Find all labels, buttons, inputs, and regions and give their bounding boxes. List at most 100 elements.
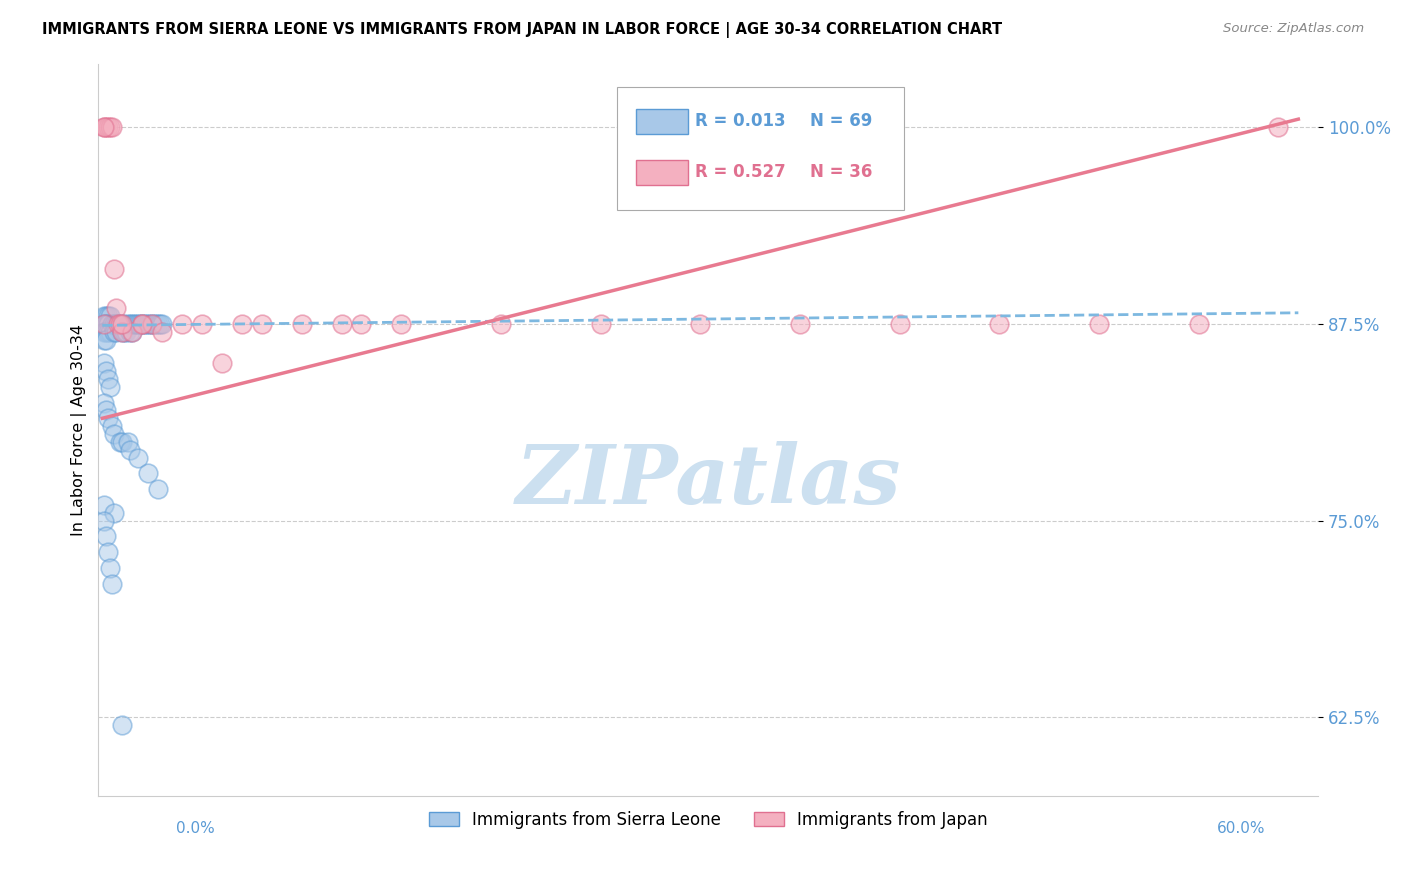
Point (93, 309, 115, 323)
Point (231, 317, 253, 331)
Text: ZIPatlas: ZIPatlas (516, 442, 901, 521)
Point (93, 325, 115, 339)
Point (98, 380, 121, 394)
Point (98, 325, 121, 339)
Point (120, 442, 142, 457)
Point (103, 427, 125, 442)
Point (122, 317, 145, 331)
Point (117, 434, 139, 449)
Point (93, 317, 115, 331)
Point (98, 309, 121, 323)
Point (191, 317, 214, 331)
Point (105, 301, 128, 315)
Point (111, 317, 134, 331)
Point (146, 482, 169, 496)
Point (291, 317, 314, 331)
Point (350, 317, 373, 331)
Point (120, 317, 142, 331)
Point (97, 545, 120, 559)
Point (93, 498, 115, 512)
Point (101, 576, 124, 591)
Point (96, 364, 118, 378)
Point (93, 514, 115, 528)
Point (110, 317, 132, 331)
Point (97, 411, 120, 425)
Point (97, 120, 120, 134)
Point (125, 317, 148, 331)
Point (96, 120, 118, 134)
Point (103, 317, 125, 331)
Point (131, 317, 153, 331)
Point (129, 317, 152, 331)
Point (115, 325, 138, 339)
Point (112, 325, 135, 339)
Point (93, 317, 115, 331)
Point (111, 325, 134, 339)
Point (589, 317, 612, 331)
Point (330, 317, 353, 331)
Point (105, 317, 128, 331)
Point (110, 434, 132, 449)
Point (93, 356, 115, 370)
Point (107, 317, 129, 331)
Point (96, 309, 118, 323)
Y-axis label: In Labor Force | Age 30-34: In Labor Force | Age 30-34 (72, 324, 87, 536)
Point (98, 561, 121, 575)
Point (117, 317, 139, 331)
Text: N = 69: N = 69 (810, 112, 872, 130)
Legend: Immigrants from Sierra Leone, Immigrants from Japan: Immigrants from Sierra Leone, Immigrants… (422, 804, 994, 835)
Point (150, 317, 173, 331)
Point (121, 325, 143, 339)
Point (97, 372, 120, 386)
Point (211, 356, 233, 370)
Point (93, 333, 115, 347)
Point (134, 317, 156, 331)
Point (110, 317, 132, 331)
Point (139, 317, 162, 331)
Point (141, 317, 163, 331)
FancyBboxPatch shape (637, 109, 688, 134)
Point (250, 317, 273, 331)
Point (101, 317, 124, 331)
Point (120, 325, 142, 339)
Point (97, 325, 120, 339)
Point (93, 120, 115, 134)
Point (489, 317, 512, 331)
Point (98, 120, 121, 134)
Point (170, 317, 193, 331)
Point (150, 325, 173, 339)
FancyBboxPatch shape (637, 160, 688, 185)
Point (136, 467, 159, 481)
Point (135, 317, 157, 331)
Point (111, 434, 134, 449)
Point (988, 317, 1011, 331)
Point (97, 309, 120, 323)
Point (689, 317, 711, 331)
Point (145, 317, 167, 331)
Text: IMMIGRANTS FROM SIERRA LEONE VS IMMIGRANTS FROM JAPAN IN LABOR FORCE | AGE 30-34: IMMIGRANTS FROM SIERRA LEONE VS IMMIGRAN… (42, 22, 1002, 38)
Point (1188, 317, 1211, 331)
Point (131, 317, 153, 331)
Text: Source: ZipAtlas.com: Source: ZipAtlas.com (1223, 22, 1364, 36)
Point (101, 120, 124, 134)
Point (127, 450, 149, 465)
Point (1267, 120, 1289, 134)
FancyBboxPatch shape (617, 87, 904, 211)
Point (389, 317, 412, 331)
Point (121, 317, 143, 331)
Point (141, 317, 163, 331)
Point (111, 325, 134, 339)
Point (149, 317, 172, 331)
Point (1088, 317, 1111, 331)
Point (97, 317, 120, 331)
Point (889, 317, 911, 331)
Text: R = 0.527: R = 0.527 (695, 163, 786, 181)
Point (131, 317, 153, 331)
Point (111, 317, 134, 331)
Text: 0.0%: 0.0% (176, 821, 215, 836)
Text: N = 36: N = 36 (810, 163, 872, 181)
Point (121, 325, 143, 339)
Point (93, 395, 115, 409)
Point (112, 317, 135, 331)
Point (103, 261, 125, 276)
